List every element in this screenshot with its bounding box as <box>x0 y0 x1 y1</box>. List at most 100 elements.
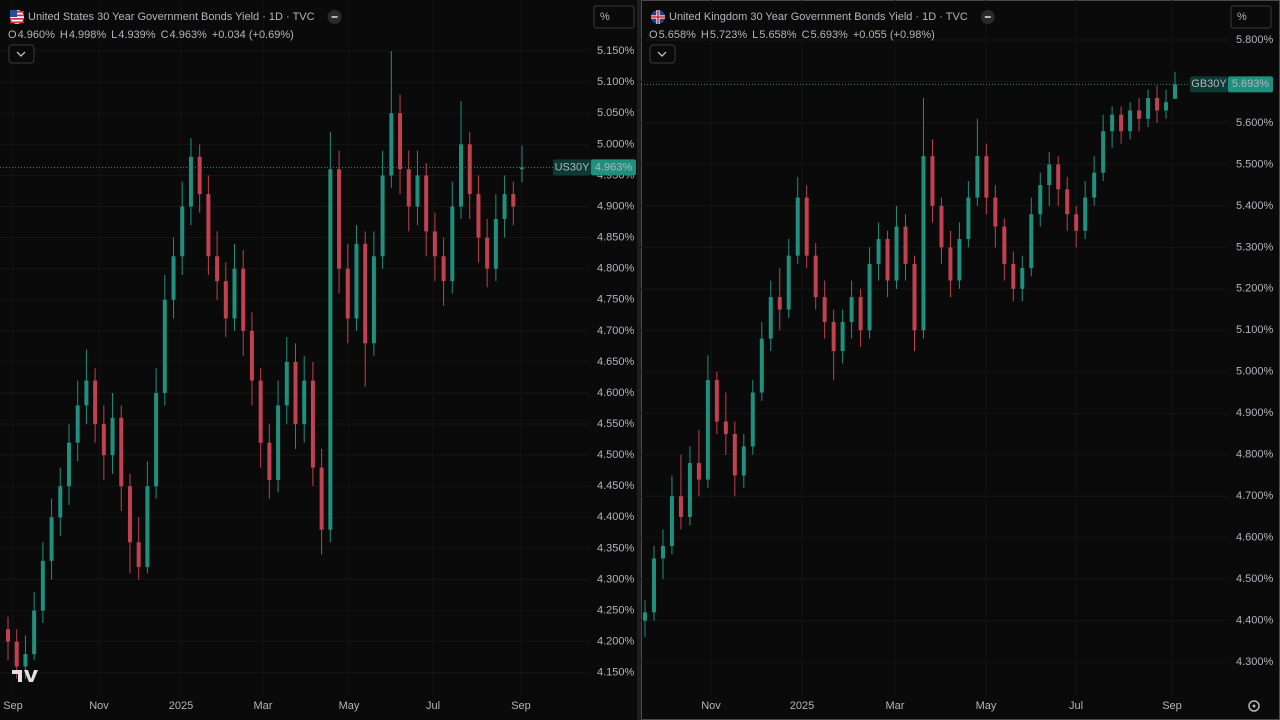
candle-body <box>750 392 755 447</box>
candle-body <box>669 496 674 546</box>
y-tick-label: 4.450% <box>597 480 635 492</box>
settings-gear-center <box>1252 704 1256 708</box>
y-tick-label: 4.600% <box>1236 532 1274 544</box>
candle-body <box>966 197 971 240</box>
legend-value: 4.963% <box>170 29 208 41</box>
y-tick-label: 4.300% <box>1236 656 1274 668</box>
candle-body <box>136 542 141 568</box>
candle-body <box>476 194 481 238</box>
candle-body <box>1065 189 1070 215</box>
hide-button-icon <box>331 16 338 18</box>
candle-body <box>14 641 19 667</box>
candle-body <box>786 255 791 310</box>
candle-body <box>49 517 54 561</box>
candle-body <box>876 239 881 264</box>
scale-button[interactable] <box>1230 5 1272 29</box>
legend-key: O <box>8 29 17 41</box>
x-tick-label: Nov <box>701 700 721 712</box>
candle-body <box>912 263 917 331</box>
x-tick-label: 2025 <box>169 700 193 712</box>
scale-button-label: % <box>600 11 610 23</box>
y-tick-label: 4.700% <box>597 325 635 337</box>
candle-body <box>40 560 45 611</box>
candle-body <box>1029 214 1034 269</box>
price-tag: 5.693% <box>1232 78 1270 90</box>
candle-body <box>171 256 176 300</box>
legend-value: 4.939% <box>118 29 156 41</box>
candle-body <box>930 156 935 206</box>
candle-body <box>768 297 773 339</box>
candle-body <box>162 299 167 394</box>
candle-body <box>696 463 701 480</box>
legend-value: 5.723% <box>710 29 748 41</box>
candle-body <box>354 243 359 319</box>
y-tick-label: 4.400% <box>1236 615 1274 627</box>
candle-body <box>101 424 106 456</box>
legend-key: H <box>60 29 68 41</box>
y-tick-label: 4.150% <box>597 667 635 679</box>
candle-body <box>921 156 926 331</box>
y-tick-label: 4.400% <box>597 511 635 523</box>
candle-body <box>310 380 315 468</box>
candle-body <box>705 380 710 480</box>
y-tick-label: 4.850% <box>597 232 635 244</box>
y-tick-label: 5.000% <box>597 138 635 150</box>
candle-body <box>249 330 254 381</box>
candle-body <box>66 442 71 487</box>
candle-body <box>1011 263 1016 289</box>
price-tag-bg <box>591 159 636 176</box>
candle-body <box>485 237 490 269</box>
candle-body <box>939 205 944 248</box>
y-tick-label: 4.500% <box>1236 573 1274 585</box>
candle-body <box>732 434 737 476</box>
legend-value: 5.693% <box>811 29 849 41</box>
candle-body <box>849 297 854 323</box>
hide-button-icon <box>984 16 991 18</box>
candle-body <box>459 144 464 207</box>
symbol-tag-bg <box>553 159 591 176</box>
y-tick-label: 4.800% <box>597 263 635 275</box>
symbol-tag: US30Y <box>555 161 591 173</box>
candle-body <box>180 206 185 257</box>
candle-body <box>223 281 228 319</box>
x-tick-label: Sep <box>511 700 531 712</box>
candle-body <box>371 256 376 344</box>
collapse-button[interactable] <box>649 44 676 64</box>
y-tick-label: 4.350% <box>597 542 635 554</box>
collapse-button[interactable] <box>8 44 35 64</box>
flag-icon <box>651 10 665 24</box>
collapse-icon <box>16 51 26 57</box>
x-tick-label: Mar <box>886 700 905 712</box>
candle-body <box>302 380 307 425</box>
legend-value: 5.658% <box>659 29 697 41</box>
legend-value: 5.658% <box>759 29 797 41</box>
legend-change: +0.055 (+0.98%) <box>853 29 935 41</box>
candle-body <box>1002 226 1007 264</box>
candle-body <box>1128 110 1133 132</box>
candle-body <box>867 263 872 331</box>
panel-divider <box>637 0 641 720</box>
legend-key: C <box>161 29 169 41</box>
candle-body <box>520 167 524 170</box>
candle-body <box>398 113 403 170</box>
candle-body <box>741 446 746 476</box>
candle-body <box>23 654 28 667</box>
tv-logo <box>12 670 38 682</box>
candle-body <box>127 486 132 543</box>
candle-body <box>957 239 962 281</box>
flag-stripe <box>10 21 24 24</box>
y-tick-label: 5.800% <box>1236 34 1274 46</box>
scale-button-label: % <box>1237 11 1247 23</box>
candle-body <box>1164 102 1169 111</box>
candle-body <box>813 255 818 298</box>
candle-body <box>840 322 845 352</box>
symbol-tag: GB30Y <box>1191 78 1227 90</box>
candle-body <box>687 463 692 517</box>
settings-gear[interactable] <box>1248 700 1260 712</box>
x-tick-label: Sep <box>1162 700 1182 712</box>
y-tick-label: 4.600% <box>597 387 635 399</box>
candle-body <box>993 197 998 227</box>
scale-button[interactable] <box>593 5 635 29</box>
y-tick-label: 4.650% <box>597 356 635 368</box>
candle-body <box>678 496 683 517</box>
